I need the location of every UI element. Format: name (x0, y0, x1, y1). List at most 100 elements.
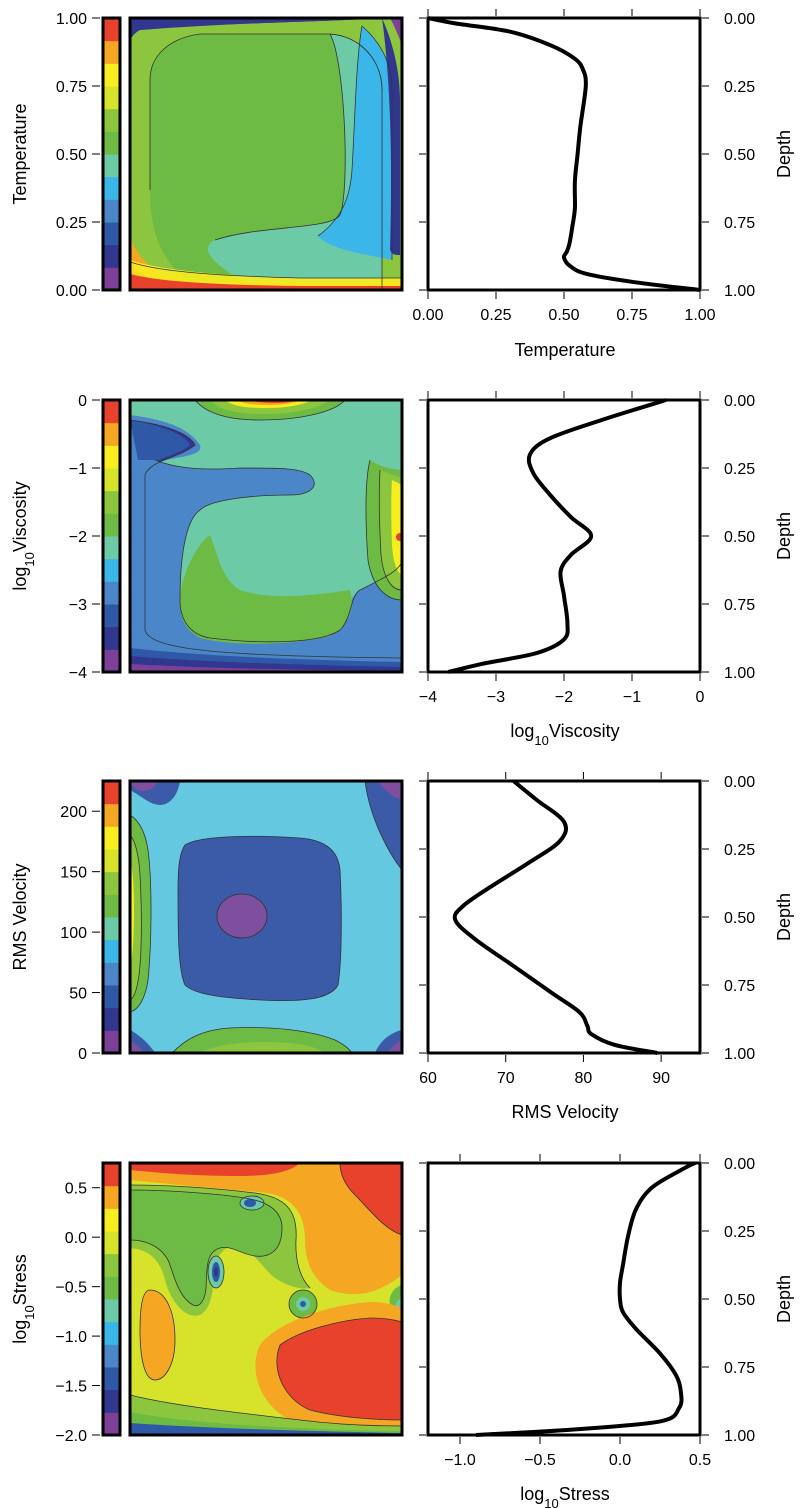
field-tick-label: 100 (60, 925, 87, 942)
field-tick-label: 0.0 (65, 1230, 87, 1247)
colorbar-swatch (103, 826, 120, 850)
colorbar-swatch (103, 985, 120, 1009)
colorbar-swatch (103, 513, 120, 537)
field-tick-label: −1 (69, 461, 87, 478)
field-tick-label: 50 (69, 986, 87, 1003)
colorbar-swatch (103, 649, 120, 673)
field-tick-label: 0.5 (65, 1181, 87, 1198)
x-tick-label: −1.0 (444, 1452, 476, 1469)
y-tick-label: 1.00 (724, 283, 755, 300)
colorbar-swatch (103, 626, 120, 650)
panel-rms-velocity: RMS Velocity 200 150 100 50 0 (10, 772, 794, 1122)
panel-stress: log10Stress 0.5 0.0 −0.5 −1.0 −1.5 −2.0 (10, 1154, 794, 1508)
colorbar-swatch (103, 108, 120, 132)
y-tick-label: 0.00 (724, 774, 755, 791)
colorbar-swatch (103, 1208, 120, 1232)
colorbar-swatch (103, 422, 120, 446)
y-tick-label: 0.00 (724, 393, 755, 410)
x-tick-label: 70 (497, 1070, 515, 1087)
contour-frame (128, 1161, 404, 1437)
x-tick-label: 0.50 (548, 307, 579, 324)
field-tick-label: −2.0 (55, 1428, 87, 1445)
y-axis-title-depth-3: Depth (774, 893, 794, 941)
colorbar-frame (101, 779, 122, 1055)
profile-plot-rms-velocity: 60 70 80 90 0.00 0.25 0.50 0.75 1.00 (419, 772, 755, 1087)
colorbar-swatch (103, 222, 120, 246)
y-tick-label: 0.00 (724, 1156, 755, 1173)
y-axis-title-depth-1: Depth (774, 130, 794, 178)
field-tick-label: −3 (69, 597, 87, 614)
contour-field-temperature (130, 18, 402, 290)
x-axis-title-stress: log10Stress (520, 1484, 610, 1508)
x-tick-label: 1.00 (684, 307, 715, 324)
y-tick-label: 1.00 (724, 1428, 755, 1445)
x-tick-label: 90 (652, 1070, 670, 1087)
colorbar-swatch (103, 1299, 120, 1323)
y-axis-title-depth-2: Depth (774, 512, 794, 560)
colorbar-swatch (103, 244, 120, 268)
colorbar-frame (101, 398, 122, 674)
colorbar-swatch (103, 871, 120, 895)
y-tick-label: 1.00 (724, 1046, 755, 1063)
colorbar-swatch (103, 803, 120, 827)
field-tick-label: 0.50 (56, 147, 87, 164)
colorbar-swatch (103, 1321, 120, 1345)
y-tick-label: 0.50 (724, 1292, 755, 1309)
x-tick-label: 80 (575, 1070, 593, 1087)
profile-plot-viscosity: −4 −3 −2 −1 0 0.00 0.25 0.50 0.75 1.00 (419, 391, 755, 706)
plot-frame (426, 1161, 702, 1437)
y-tick-label: 0.25 (724, 79, 755, 96)
y-axis-title-depth-4: Depth (774, 1275, 794, 1323)
field-axis-label-viscosity: log10Viscosity (10, 481, 37, 590)
y-tick-label: 0.50 (724, 910, 755, 927)
profile-plot-temperature: 0.00 0.25 0.50 0.75 1.00 0.00 0.25 0.50 0.75 1.00 (412, 9, 755, 324)
colorbar-swatch (103, 40, 120, 64)
x-axis-title-viscosity: log10Viscosity (510, 721, 619, 748)
colorbar-swatch (103, 1163, 120, 1187)
colorbar-swatch (103, 1185, 120, 1209)
field-tick-label: −1.5 (55, 1379, 87, 1396)
colorbar-swatch (103, 176, 120, 200)
contour-frame (128, 779, 404, 1055)
profile-line (427, 16, 701, 292)
field-tick-label: 0.25 (56, 215, 87, 232)
contour-field-stress (130, 1163, 402, 1435)
x-tick-label: 0.25 (480, 307, 511, 324)
field-ticks-stress: 0.5 0.0 −0.5 −1.0 −1.5 −2.0 (55, 1181, 100, 1445)
field-axis-label-temperature: Temperature (10, 103, 30, 204)
y-tick-label: 0.75 (724, 597, 755, 614)
colorbar-temperature (101, 16, 122, 292)
colorbar-swatch (103, 581, 120, 605)
field-tick-label: 0 (78, 1046, 87, 1063)
contour-frame (128, 398, 404, 674)
colorbar-swatch (103, 894, 120, 918)
plot-frame (426, 16, 702, 292)
x-tick-label: 60 (419, 1070, 437, 1087)
field-ticks-temperature: 1.00 0.75 0.50 0.25 0.00 (56, 11, 100, 300)
colorbar-swatch (103, 962, 120, 986)
x-axis-title-temperature: Temperature (514, 340, 615, 360)
field-tick-label: 0.75 (56, 79, 87, 96)
colorbar-swatch (103, 1367, 120, 1391)
field-tick-label: 200 (60, 804, 87, 821)
panel-temperature: Temperature 1.000.750.500.250.00 0. (10, 9, 794, 360)
y-tick-label: 0.25 (724, 461, 755, 478)
colorbar-frame (101, 16, 122, 292)
field-axis-label-rms-velocity: RMS Velocity (10, 863, 30, 970)
colorbar-swatch (103, 604, 120, 628)
x-tick-label: −1 (623, 689, 641, 706)
contour-frame (128, 16, 404, 292)
colorbar-swatch (103, 154, 120, 178)
colorbar-viscosity (101, 398, 122, 674)
field-tick-label: −4 (69, 665, 87, 682)
profile-line (447, 398, 667, 674)
colorbar-stress (101, 1161, 122, 1437)
field-ticks-rms-velocity: 200 150 100 50 0 (60, 804, 100, 1063)
x-tick-label: −2 (555, 689, 573, 706)
colorbar-swatch (103, 1253, 120, 1277)
colorbar-swatch (103, 86, 120, 110)
y-tick-label: 0.75 (724, 1360, 755, 1377)
field-tick-label: −2 (69, 529, 87, 546)
y-tick-label: 0.75 (724, 215, 755, 232)
